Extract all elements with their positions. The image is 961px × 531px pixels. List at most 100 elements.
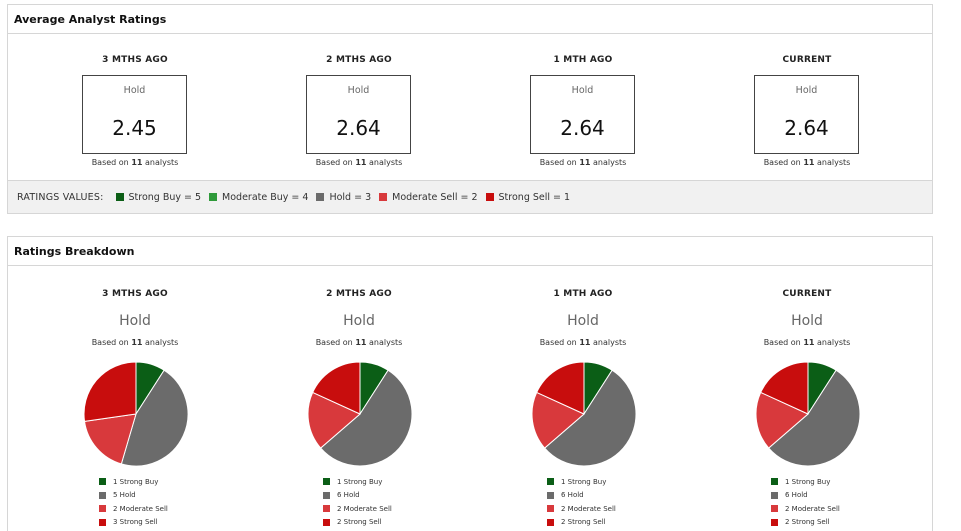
pie-slice-strong-sell: [312, 361, 361, 415]
pie-legend: 1 Strong Buy 6 Hold 2 Moderate Sell 2 St…: [771, 475, 840, 529]
swatch-hold: [99, 491, 106, 499]
based-on-text: Based on 11 analysts: [763, 158, 851, 167]
column-heading: 2 MTHS AGO: [326, 289, 392, 299]
column-heading: CURRENT: [782, 55, 832, 65]
swatch-hold: [547, 491, 554, 499]
swatch-strong-sell: [485, 193, 494, 201]
column-heading: 2 MTHS AGO: [326, 55, 392, 65]
rating-value: 2.64: [336, 116, 381, 140]
pie-slice-hold: [120, 369, 189, 467]
pie-legend-item: 1 Strong Buy: [99, 475, 168, 489]
rating-label: Hold: [123, 85, 146, 96]
swatch-strong-buy: [547, 478, 554, 486]
based-on-text: Based on 11 analysts: [91, 338, 179, 347]
ratings-values-legend: RATINGS VALUES: Strong Buy = 5 Moderate …: [8, 180, 932, 213]
breakdown-column-2-mths-ago: 2 MTHS AGO Hold Based on 11 analysts 1 S…: [279, 289, 439, 529]
based-on-text: Based on 11 analysts: [315, 338, 403, 347]
rating-label: Hold: [347, 85, 370, 96]
swatch-hold: [771, 491, 778, 499]
rating-value: 2.64: [784, 116, 829, 140]
pie-legend-item: 2 Moderate Sell: [99, 502, 168, 516]
pie-legend-item: 2 Strong Sell: [323, 516, 392, 530]
legend-item-strong-buy: Strong Buy = 5: [115, 192, 201, 203]
rating-label: Hold: [571, 85, 594, 96]
column-heading: 1 MTH AGO: [553, 55, 613, 65]
breakdown-column-3-mths-ago: 3 MTHS AGO Hold Based on 11 analysts 1 S…: [55, 289, 215, 529]
pie-slice-hold: [767, 369, 861, 467]
pie-legend-item: 6 Hold: [771, 489, 840, 503]
pie-legend-item: 1 Strong Buy: [547, 475, 616, 489]
breakdown-rating-label: Hold: [567, 313, 599, 329]
pie-chart: [83, 361, 189, 467]
swatch-moderate-buy: [209, 193, 218, 201]
pie-legend-item: 6 Hold: [547, 489, 616, 503]
breakdown-rating-label: Hold: [119, 313, 151, 329]
pie-legend-item: 6 Hold: [323, 489, 392, 503]
ratings-breakdown-panel: Ratings Breakdown 3 MTHS AGO Hold Based …: [7, 236, 933, 531]
swatch-moderate-sell: [547, 505, 554, 513]
swatch-moderate-sell: [323, 505, 330, 513]
average-rating-box: Hold 2.45: [82, 75, 187, 154]
column-heading: CURRENT: [782, 289, 832, 299]
rating-value: 2.45: [112, 116, 157, 140]
avg-column-1-mth-ago: 1 MTH AGO Hold 2.64 Based on 11 analysts: [503, 55, 663, 167]
pie-legend-item: 2 Strong Sell: [547, 516, 616, 530]
rating-label: Hold: [795, 85, 818, 96]
pie-legend-item: 2 Strong Sell: [771, 516, 840, 530]
swatch-strong-buy: [99, 478, 106, 486]
pie-legend-item: 1 Strong Buy: [771, 475, 840, 489]
legend-item-strong-sell: Strong Sell = 1: [485, 192, 570, 203]
average-rating-box: Hold 2.64: [530, 75, 635, 154]
pie-slice-moderate-sell: [83, 413, 137, 465]
based-on-text: Based on 11 analysts: [539, 158, 627, 167]
pie-legend: 1 Strong Buy 6 Hold 2 Moderate Sell 2 St…: [547, 475, 616, 529]
column-heading: 1 MTH AGO: [553, 289, 613, 299]
rating-value: 2.64: [560, 116, 605, 140]
legend-title: RATINGS VALUES:: [17, 191, 104, 203]
pie-slice-hold: [319, 369, 413, 467]
avg-column-2-mths-ago: 2 MTHS AGO Hold 2.64 Based on 11 analyst…: [279, 55, 439, 167]
pie-legend-item: 2 Moderate Sell: [323, 502, 392, 516]
average-analyst-ratings-panel: Average Analyst Ratings 3 MTHS AGO Hold …: [7, 4, 933, 214]
breakdown-column-current: CURRENT Hold Based on 11 analysts 1 Stro…: [727, 289, 887, 529]
pie-legend-item: 5 Hold: [99, 489, 168, 503]
pie-legend-item: 1 Strong Buy: [323, 475, 392, 489]
swatch-strong-sell: [771, 518, 778, 526]
legend-item-moderate-sell: Moderate Sell = 2: [379, 192, 478, 203]
legend-item-moderate-buy: Moderate Buy = 4: [209, 192, 308, 203]
pie-chart: [307, 361, 413, 467]
pie-chart: [531, 361, 637, 467]
pie-legend-item: 2 Moderate Sell: [771, 502, 840, 516]
swatch-moderate-sell: [99, 505, 106, 513]
pie-legend-item: 2 Moderate Sell: [547, 502, 616, 516]
swatch-hold: [323, 491, 330, 499]
swatch-strong-sell: [99, 518, 106, 526]
panel-title: Ratings Breakdown: [8, 237, 932, 266]
pie-chart: [755, 361, 861, 467]
swatch-hold: [316, 193, 325, 201]
legend-item-hold: Hold = 3: [316, 192, 371, 203]
breakdown-rating-label: Hold: [343, 313, 375, 329]
based-on-text: Based on 11 analysts: [91, 158, 179, 167]
based-on-text: Based on 11 analysts: [763, 338, 851, 347]
avg-column-current: CURRENT Hold 2.64 Based on 11 analysts: [727, 55, 887, 167]
breakdown-rating-label: Hold: [791, 313, 823, 329]
swatch-strong-buy: [115, 193, 124, 201]
pie-legend-item: 3 Strong Sell: [99, 516, 168, 530]
pie-legend: 1 Strong Buy 6 Hold 2 Moderate Sell 2 St…: [323, 475, 392, 529]
average-rating-box: Hold 2.64: [306, 75, 411, 154]
pie-slice-hold: [543, 369, 637, 467]
based-on-text: Based on 11 analysts: [539, 338, 627, 347]
avg-column-3-mths-ago: 3 MTHS AGO Hold 2.45 Based on 11 analyst…: [55, 55, 215, 167]
panel-title: Average Analyst Ratings: [8, 5, 932, 34]
swatch-strong-sell: [323, 518, 330, 526]
pie-slice-moderate-sell: [307, 391, 361, 449]
swatch-strong-sell: [547, 518, 554, 526]
column-heading: 3 MTHS AGO: [102, 55, 168, 65]
breakdown-column-1-mth-ago: 1 MTH AGO Hold Based on 11 analysts 1 St…: [503, 289, 663, 529]
pie-slice-moderate-sell: [755, 391, 809, 449]
pie-slice-strong-sell: [760, 361, 809, 415]
pie-slice-strong-sell: [83, 361, 137, 422]
average-rating-box: Hold 2.64: [754, 75, 859, 154]
based-on-text: Based on 11 analysts: [315, 158, 403, 167]
